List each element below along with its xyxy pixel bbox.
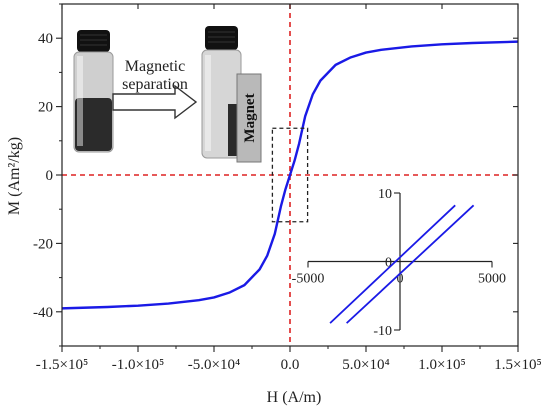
series-line-0 (61, 40, 519, 310)
inset-series-line-1 (346, 204, 475, 324)
x-tick-label: -1.5×10⁵ (36, 357, 88, 373)
x-tick-label: 1.0×10⁵ (418, 357, 465, 373)
x-axis-label: H (A/m) (267, 389, 322, 406)
y-tick-label: -40 (33, 305, 53, 321)
magnet-block: Magnet (236, 73, 262, 163)
zoom-box (271, 127, 309, 223)
separation-arrow (112, 84, 198, 120)
y-tick-label: 20 (38, 100, 53, 116)
inset-y-tick-label: -10 (373, 324, 392, 339)
inset-series-line-0 (329, 204, 456, 324)
x-tick-label: -1.0×10⁵ (112, 357, 164, 373)
vial-before (73, 30, 114, 153)
inset-x-tick-label: 0 (397, 272, 404, 287)
inset-y-tick-label: 0 (385, 256, 392, 271)
vial-photo: Magnetic separation Magnet (73, 26, 262, 163)
inset-x-tick-label: -5000 (292, 272, 325, 287)
y-tick-label: -20 (33, 236, 53, 252)
vial-after (201, 26, 242, 159)
magnet-label: Magnet (242, 93, 258, 142)
x-tick-label: 0.0 (281, 357, 300, 373)
main-plot: -1.5×10⁵ -1.0×10⁵ -5.0×10⁴ 0.0 5.0×10⁴ 1.0×10… (33, 3, 542, 373)
inset-plot: -5000 0 5000 10 0 -10 (292, 187, 506, 339)
x-tick-label: 5.0×10⁴ (342, 357, 389, 373)
arrow-label-line2: separation (122, 76, 188, 93)
y-tick-label: 0 (46, 168, 54, 184)
y-axis-label: M (Am²/kg) (6, 137, 23, 215)
y-tick-label: 40 (38, 31, 53, 47)
arrow-label-line1: Magnetic (125, 58, 185, 75)
x-tick-label: -5.0×10⁴ (188, 357, 240, 373)
inset-y-tick-label: 10 (378, 187, 392, 202)
x-tick-label: 1.5×10⁵ (494, 357, 541, 373)
inset-x-tick-label: 5000 (478, 272, 506, 287)
